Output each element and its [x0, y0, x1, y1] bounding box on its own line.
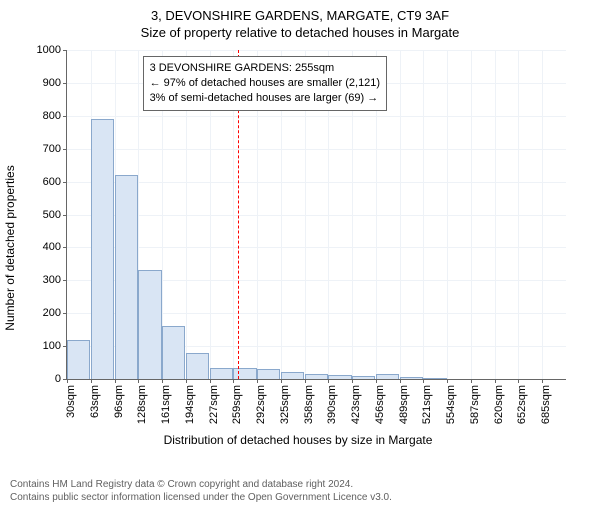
xtick-label: 685sqm — [540, 385, 552, 424]
histogram-bar — [352, 376, 375, 379]
histogram-bar — [376, 374, 399, 379]
xtick-label: 620sqm — [493, 385, 505, 424]
histogram-bar — [67, 340, 90, 379]
histogram-bar — [91, 119, 114, 379]
ytick-label: 400 — [43, 241, 67, 253]
xtick-label: 456sqm — [374, 385, 386, 424]
ytick-label: 700 — [43, 143, 67, 155]
xtick-mark — [495, 379, 496, 383]
histogram-bar — [210, 368, 233, 380]
histogram-bar — [328, 375, 351, 379]
chart-title-sub: Size of property relative to detached ho… — [0, 25, 600, 40]
ytick-label: 600 — [43, 176, 67, 188]
histogram-bar — [400, 377, 423, 379]
xtick-mark — [447, 379, 448, 383]
ytick-label: 200 — [43, 307, 67, 319]
annotation-box: 3 DEVONSHIRE GARDENS: 255sqm← 97% of det… — [143, 56, 388, 111]
xtick-label: 554sqm — [445, 385, 457, 424]
ytick-label: 300 — [43, 274, 67, 286]
annotation-line: 3 DEVONSHIRE GARDENS: 255sqm — [150, 61, 381, 76]
gridline-vertical — [471, 50, 472, 379]
ytick-label: 800 — [43, 110, 67, 122]
xtick-mark — [328, 379, 329, 383]
ytick-label: 900 — [43, 77, 67, 89]
xtick-mark — [138, 379, 139, 383]
xtick-mark — [210, 379, 211, 383]
xtick-mark — [400, 379, 401, 383]
xtick-label: 63sqm — [89, 385, 101, 418]
gridline-vertical — [423, 50, 424, 379]
gridline-vertical — [495, 50, 496, 379]
xtick-mark — [518, 379, 519, 383]
footer-line-1: Contains HM Land Registry data © Crown c… — [10, 478, 392, 491]
gridline-vertical — [447, 50, 448, 379]
annotation-line: ← 97% of detached houses are smaller (2,… — [150, 76, 381, 91]
gridline-vertical — [542, 50, 543, 379]
histogram-bar — [281, 372, 304, 379]
xtick-label: 30sqm — [65, 385, 77, 418]
gridline-horizontal — [67, 215, 566, 216]
xtick-label: 390sqm — [326, 385, 338, 424]
gridline-vertical — [518, 50, 519, 379]
histogram-bar — [423, 378, 446, 379]
histogram-bar — [233, 368, 256, 380]
x-axis-label: Distribution of detached houses by size … — [164, 433, 433, 447]
xtick-label: 227sqm — [208, 385, 220, 424]
ytick-label: 500 — [43, 209, 67, 221]
xtick-mark — [91, 379, 92, 383]
xtick-mark — [423, 379, 424, 383]
xtick-label: 292sqm — [255, 385, 267, 424]
xtick-mark — [542, 379, 543, 383]
xtick-label: 652sqm — [516, 385, 528, 424]
xtick-mark — [162, 379, 163, 383]
histogram-bar — [115, 175, 138, 379]
xtick-mark — [352, 379, 353, 383]
xtick-mark — [257, 379, 258, 383]
gridline-horizontal — [67, 50, 566, 51]
xtick-label: 521sqm — [421, 385, 433, 424]
xtick-mark — [67, 379, 68, 383]
xtick-mark — [281, 379, 282, 383]
histogram-bar — [305, 374, 328, 379]
ytick-label: 0 — [55, 373, 67, 385]
xtick-label: 128sqm — [136, 385, 148, 424]
histogram-bar — [162, 326, 185, 379]
plot-area: 0100200300400500600700800900100030sqm63s… — [66, 50, 566, 380]
xtick-label: 489sqm — [398, 385, 410, 424]
gridline-vertical — [400, 50, 401, 379]
xtick-mark — [376, 379, 377, 383]
chart-title-main: 3, DEVONSHIRE GARDENS, MARGATE, CT9 3AF — [0, 8, 600, 23]
chart-container: Number of detached properties 0100200300… — [18, 50, 578, 445]
xtick-label: 358sqm — [303, 385, 315, 424]
xtick-label: 96sqm — [113, 385, 125, 418]
gridline-horizontal — [67, 116, 566, 117]
xtick-mark — [186, 379, 187, 383]
xtick-label: 587sqm — [469, 385, 481, 424]
annotation-line: 3% of semi-detached houses are larger (6… — [150, 91, 381, 106]
gridline-horizontal — [67, 182, 566, 183]
ytick-label: 100 — [43, 340, 67, 352]
xtick-mark — [305, 379, 306, 383]
footer-attribution: Contains HM Land Registry data © Crown c… — [10, 478, 392, 504]
footer-line-2: Contains public sector information licen… — [10, 491, 392, 504]
gridline-horizontal — [67, 247, 566, 248]
y-axis-label: Number of detached properties — [3, 165, 17, 330]
histogram-bar — [186, 353, 209, 379]
xtick-mark — [233, 379, 234, 383]
xtick-label: 325sqm — [279, 385, 291, 424]
xtick-label: 423sqm — [350, 385, 362, 424]
histogram-bar — [138, 270, 161, 379]
xtick-label: 194sqm — [184, 385, 196, 424]
gridline-horizontal — [67, 149, 566, 150]
xtick-mark — [471, 379, 472, 383]
ytick-label: 1000 — [37, 44, 67, 56]
xtick-label: 259sqm — [231, 385, 243, 424]
histogram-bar — [257, 369, 280, 379]
xtick-mark — [115, 379, 116, 383]
xtick-label: 161sqm — [160, 385, 172, 424]
